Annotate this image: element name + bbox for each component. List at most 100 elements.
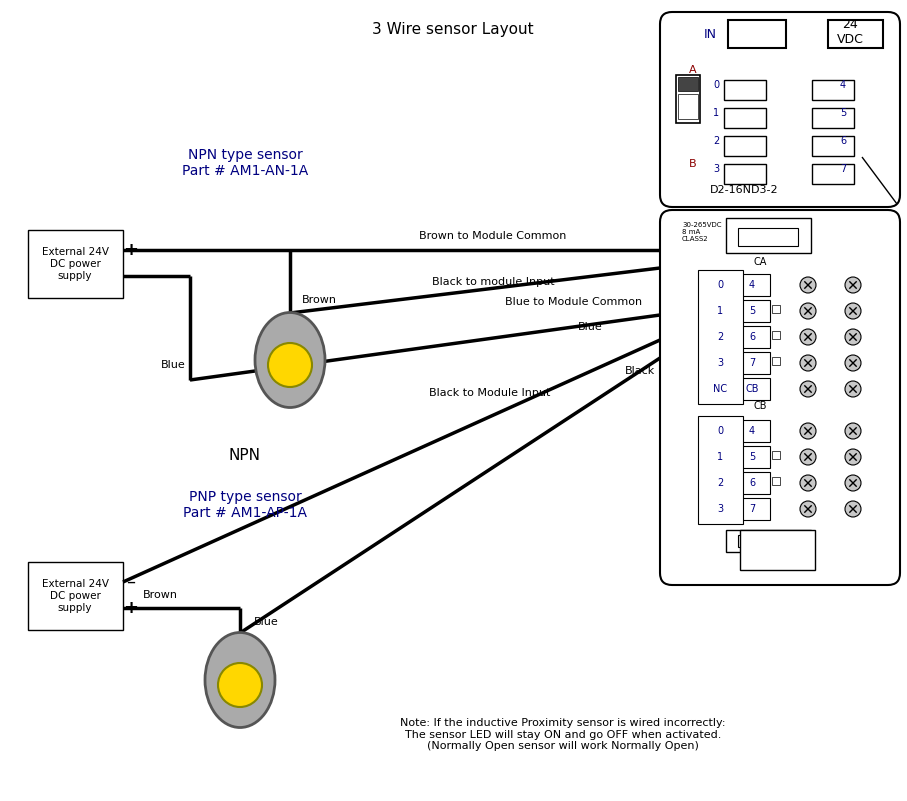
Bar [772,477,780,485]
Bar [772,331,780,339]
Text: 7: 7 [749,504,756,514]
Text: Black to module Input: Black to module Input [432,277,554,287]
Bar [740,472,770,494]
Text: CB: CB [753,401,766,411]
Circle shape [800,423,816,439]
Text: 0: 0 [717,280,723,290]
Bar [738,535,798,547]
Text: 5: 5 [749,452,756,462]
Bar [740,378,770,400]
Bar [678,77,698,91]
Bar [724,136,766,156]
Text: 4: 4 [840,80,846,90]
Text: –: – [133,267,142,285]
Bar [740,446,770,468]
Text: 6: 6 [840,136,846,146]
Bar [772,305,780,313]
Text: A: A [689,65,697,75]
Ellipse shape [205,633,275,727]
Text: 6: 6 [749,332,755,342]
Text: 3: 3 [713,164,719,174]
Text: +: + [123,241,139,259]
Circle shape [845,475,861,491]
Text: 7: 7 [749,358,756,368]
Bar [726,530,811,552]
Circle shape [845,329,861,345]
Bar [726,218,811,253]
Bar [740,530,815,570]
Text: NPN: NPN [229,448,261,463]
Text: Brown: Brown [143,590,178,600]
Bar [738,228,798,246]
Bar [812,164,854,184]
Circle shape [845,277,861,293]
Text: 7: 7 [840,164,846,174]
Circle shape [800,449,816,465]
Text: 1: 1 [717,306,723,316]
Text: 5: 5 [749,306,756,316]
Circle shape [800,475,816,491]
Text: Blue: Blue [578,322,602,332]
Text: NC: NC [713,384,727,394]
Circle shape [845,501,861,517]
Circle shape [218,663,262,707]
Text: Brown to Module Common: Brown to Module Common [419,231,567,241]
Circle shape [845,303,861,319]
Text: 2: 2 [717,332,723,342]
Bar [740,498,770,520]
Bar [812,80,854,100]
Text: 3: 3 [717,504,723,514]
Bar [812,108,854,128]
Text: D2-16ND3-2: D2-16ND3-2 [710,185,778,195]
Bar [772,357,780,365]
Bar [724,108,766,128]
Text: External 24V
DC power
supply: External 24V DC power supply [42,579,109,613]
Circle shape [845,449,861,465]
Text: CA: CA [754,257,766,267]
Text: Note: If the inductive Proximity sensor is wired incorrectly:
The sensor LED wil: Note: If the inductive Proximity sensor … [400,718,726,751]
Text: External 24V
DC power
supply: External 24V DC power supply [42,248,109,280]
Text: 2: 2 [717,478,723,488]
Bar [728,20,786,48]
FancyBboxPatch shape [660,12,900,207]
Text: 3: 3 [717,358,723,368]
Circle shape [845,423,861,439]
Bar [828,20,883,48]
Circle shape [845,355,861,371]
Text: 4: 4 [749,426,755,436]
Circle shape [800,329,816,345]
Text: Blue to Module Common: Blue to Module Common [505,297,642,307]
Text: 6: 6 [749,478,755,488]
Circle shape [800,277,816,293]
Bar [698,270,743,404]
Bar [28,230,123,298]
Text: Black: Black [625,366,655,376]
Text: +: + [123,599,139,617]
Bar [28,562,123,630]
Text: 2: 2 [713,136,719,146]
Bar [698,416,743,524]
Text: 3 Wire sensor Layout: 3 Wire sensor Layout [372,22,534,37]
Bar [678,94,698,119]
Circle shape [800,381,816,397]
Text: 1: 1 [713,108,719,118]
Bar [724,80,766,100]
Bar [772,451,780,459]
Bar [724,164,766,184]
Bar [740,352,770,374]
Text: B: B [689,159,697,169]
Ellipse shape [255,312,325,408]
Text: Blue: Blue [254,617,278,627]
Text: 1: 1 [717,452,723,462]
Circle shape [800,355,816,371]
Text: Blue: Blue [161,360,186,370]
Circle shape [845,381,861,397]
Circle shape [800,303,816,319]
Text: 5: 5 [840,108,846,118]
Circle shape [800,501,816,517]
Text: 0: 0 [717,426,723,436]
Text: 30-265VDC
8 mA
CLASS2: 30-265VDC 8 mA CLASS2 [682,222,721,242]
Text: Brown: Brown [302,295,337,305]
FancyBboxPatch shape [660,210,900,585]
Text: IN: IN [704,27,717,41]
